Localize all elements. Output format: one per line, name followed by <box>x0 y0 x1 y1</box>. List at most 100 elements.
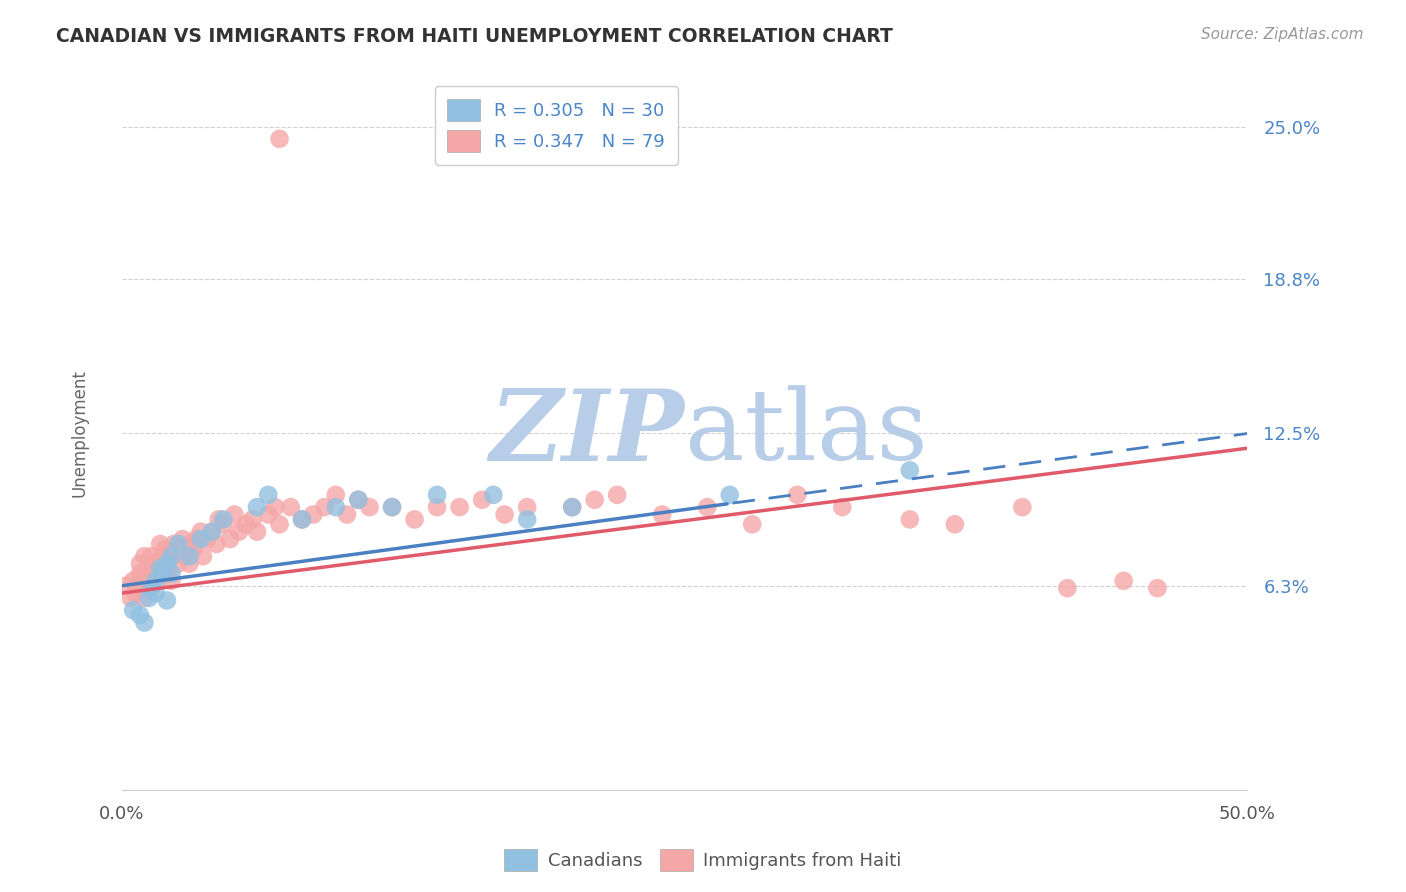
Point <box>167 557 190 571</box>
Point <box>172 532 194 546</box>
Point <box>943 517 966 532</box>
Point <box>347 492 370 507</box>
Point <box>152 561 174 575</box>
Point <box>359 500 381 515</box>
Point <box>115 579 138 593</box>
Point <box>141 566 163 581</box>
Point <box>516 500 538 515</box>
Point <box>153 541 176 556</box>
Point <box>257 508 280 522</box>
Point <box>179 537 201 551</box>
Point <box>145 557 167 571</box>
Point <box>269 517 291 532</box>
Point <box>426 500 449 515</box>
Point <box>898 463 921 477</box>
Point <box>174 549 197 564</box>
Point <box>494 508 516 522</box>
Point <box>122 574 145 588</box>
Point <box>201 524 224 539</box>
Point <box>138 561 160 575</box>
Point <box>183 541 205 556</box>
Point <box>122 603 145 617</box>
Legend: R = 0.305   N = 30, R = 0.347   N = 79: R = 0.305 N = 30, R = 0.347 N = 79 <box>434 87 678 165</box>
Point <box>156 557 179 571</box>
Point <box>264 500 287 515</box>
Point <box>129 608 152 623</box>
Legend: Canadians, Immigrants from Haiti: Canadians, Immigrants from Haiti <box>496 842 910 879</box>
Point <box>212 512 235 526</box>
Point <box>149 537 172 551</box>
Point <box>381 500 404 515</box>
Point <box>404 512 426 526</box>
Point <box>898 512 921 526</box>
Point <box>129 566 152 581</box>
Point <box>471 492 494 507</box>
Point <box>246 500 269 515</box>
Point <box>141 581 163 595</box>
Point <box>120 591 142 605</box>
Point <box>197 532 219 546</box>
Point <box>336 508 359 522</box>
Point <box>325 488 347 502</box>
Point <box>228 524 250 539</box>
Point <box>167 541 190 556</box>
Point <box>134 615 156 630</box>
Point <box>696 500 718 515</box>
Point <box>1112 574 1135 588</box>
Point <box>651 508 673 522</box>
Point <box>160 549 183 564</box>
Point <box>269 132 291 146</box>
Point <box>160 566 183 581</box>
Point <box>235 517 257 532</box>
Point <box>381 500 404 515</box>
Point <box>131 574 153 588</box>
Point <box>191 549 214 564</box>
Point <box>163 537 186 551</box>
Point <box>718 488 741 502</box>
Point <box>149 561 172 575</box>
Point <box>145 586 167 600</box>
Point <box>134 549 156 564</box>
Point <box>449 500 471 515</box>
Point <box>212 517 235 532</box>
Point <box>219 532 242 546</box>
Point <box>516 512 538 526</box>
Point <box>134 591 156 605</box>
Point <box>280 500 302 515</box>
Point <box>224 508 246 522</box>
Point <box>141 549 163 564</box>
Point <box>1146 581 1168 595</box>
Point <box>561 500 583 515</box>
Point <box>190 524 212 539</box>
Point <box>242 512 264 526</box>
Point <box>138 591 160 605</box>
Point <box>129 557 152 571</box>
Point <box>160 574 183 588</box>
Text: Source: ZipAtlas.com: Source: ZipAtlas.com <box>1201 27 1364 42</box>
Point <box>156 557 179 571</box>
Text: atlas: atlas <box>685 385 928 482</box>
Text: ZIP: ZIP <box>489 385 685 482</box>
Point <box>291 512 314 526</box>
Point <box>606 488 628 502</box>
Point <box>156 593 179 607</box>
Point <box>786 488 808 502</box>
Text: CANADIAN VS IMMIGRANTS FROM HAITI UNEMPLOYMENT CORRELATION CHART: CANADIAN VS IMMIGRANTS FROM HAITI UNEMPL… <box>56 27 893 45</box>
Point <box>190 532 212 546</box>
Point <box>145 566 167 581</box>
Point <box>179 557 201 571</box>
Point <box>583 492 606 507</box>
Point <box>124 586 146 600</box>
Point <box>1011 500 1033 515</box>
Point <box>201 524 224 539</box>
Point <box>145 574 167 588</box>
Point <box>208 512 231 526</box>
Point <box>302 508 325 522</box>
Point <box>246 524 269 539</box>
Point <box>314 500 336 515</box>
Point <box>831 500 853 515</box>
Point <box>426 488 449 502</box>
Point <box>741 517 763 532</box>
Point <box>561 500 583 515</box>
Point <box>482 488 505 502</box>
